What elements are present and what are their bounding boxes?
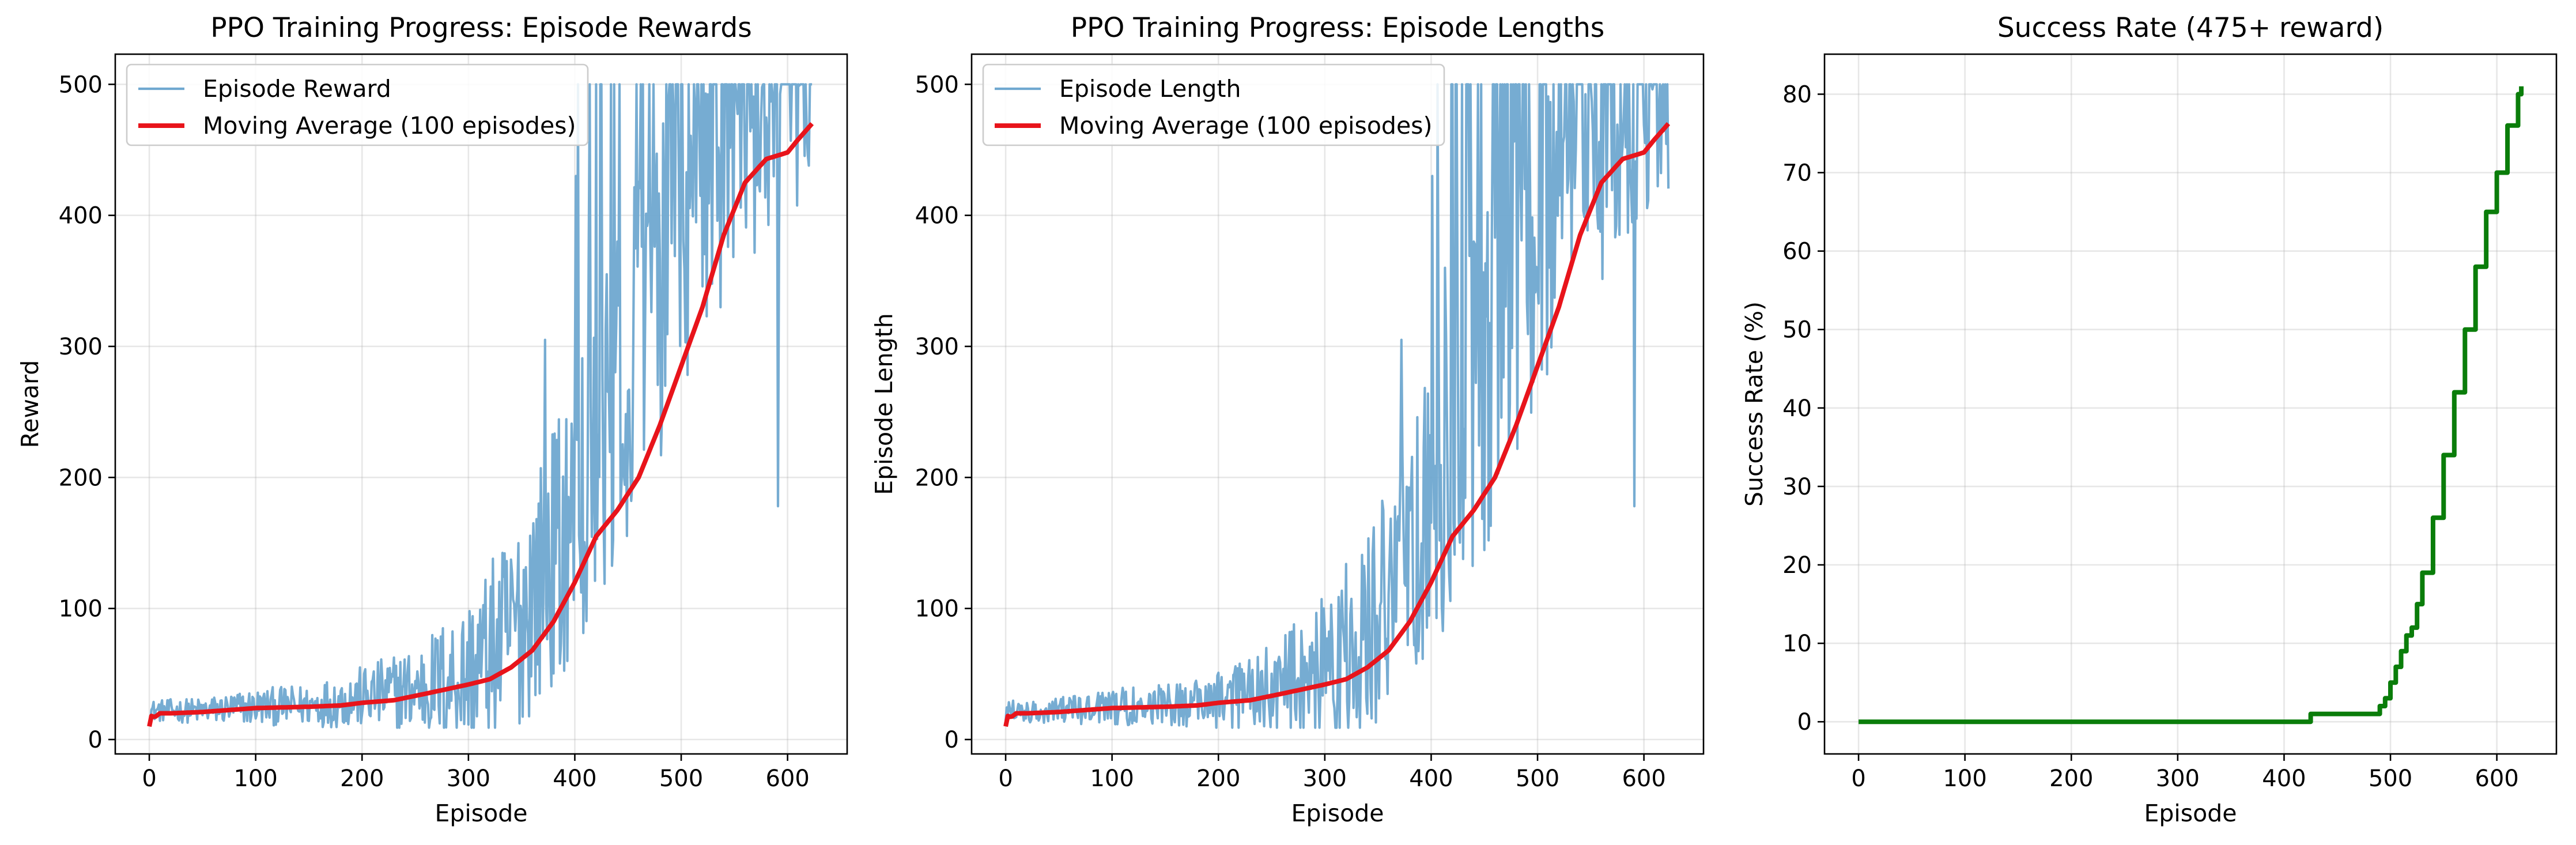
y-tick-label: 0 (1797, 709, 1812, 735)
x-tick-label: 300 (1303, 765, 1347, 792)
x-tick-label: 200 (2049, 765, 2093, 792)
chart-title: PPO Training Progress: Episode Rewards (210, 12, 751, 44)
x-tick-label: 600 (2475, 765, 2518, 792)
legend-entry: Moving Average (100 episodes) (203, 112, 576, 139)
x-tick-label: 100 (233, 765, 277, 792)
y-tick-label: 500 (915, 71, 959, 98)
y-tick-label: 500 (59, 71, 103, 98)
legend: Episode Length Moving Average (100 episod… (982, 63, 1445, 146)
x-tick-label: 400 (553, 765, 596, 792)
panel-success-rate: 0 100 200 300 400 500 600 0 10 20 30 40 50 60 70 80 Suc… (1740, 12, 2558, 827)
plot-frame (970, 53, 1705, 755)
y-tick-label: 100 (59, 596, 103, 623)
chart-title: Success Rate (475+ reward) (1997, 12, 2384, 44)
legend-entry: Episode Length (1059, 75, 1241, 103)
x-tick-label: 500 (1516, 765, 1559, 792)
y-axis-label: Success Rate (%) (1740, 301, 1768, 507)
y-tick-label: 60 (1782, 239, 1812, 265)
panel-lengths: 0 100 200 300 400 500 600 0 100 200 300 400 500 PPO … (870, 12, 1705, 827)
y-tick-label: 0 (945, 727, 959, 753)
x-tick-label: 0 (142, 765, 156, 792)
legend: Episode Reward Moving Average (100 episod… (126, 63, 589, 146)
x-tick-label: 300 (447, 765, 490, 792)
y-tick-label: 200 (915, 465, 959, 491)
y-tick-label: 20 (1782, 552, 1812, 579)
x-tick-label: 500 (659, 765, 703, 792)
x-tick-label: 200 (340, 765, 384, 792)
y-tick-label: 70 (1782, 160, 1812, 187)
plot-frame (1823, 53, 2558, 755)
x-axis-label: Episode (2144, 799, 2237, 827)
y-tick-label: 300 (915, 334, 959, 360)
series-line-episode (149, 83, 813, 729)
y-tick-label: 400 (915, 203, 959, 229)
panel-rewards: 0 100 200 300 400 500 600 0 100 200 300 400 500 PPO … (16, 12, 848, 827)
series-line-success-rate (1859, 86, 2524, 725)
y-tick-label: 50 (1782, 317, 1812, 344)
series-line-episode (1004, 83, 1670, 729)
x-tick-label: 100 (1943, 765, 1986, 792)
x-axis-label: Episode (1291, 799, 1384, 827)
y-axis-label: Episode Length (870, 313, 898, 495)
legend-entry: Moving Average (100 episodes) (1059, 112, 1433, 139)
x-tick-label: 0 (1851, 765, 1865, 792)
y-tick-label: 200 (59, 465, 103, 491)
y-tick-label: 10 (1782, 631, 1812, 657)
y-tick-label: 100 (915, 596, 959, 623)
y-tick-label: 0 (88, 727, 103, 753)
legend-entry: Episode Reward (203, 75, 391, 103)
chart-title: PPO Training Progress: Episode Lengths (1071, 12, 1604, 44)
x-tick-label: 600 (1622, 765, 1665, 792)
x-tick-label: 300 (2156, 765, 2200, 792)
y-axis-label: Reward (16, 360, 44, 448)
legend-box (126, 63, 589, 146)
y-tick-label: 400 (59, 203, 103, 229)
legend-box (982, 63, 1445, 146)
series-line-moving-average (147, 122, 814, 727)
y-tick-label: 80 (1782, 81, 1812, 108)
x-tick-label: 400 (1409, 765, 1453, 792)
x-tick-label: 600 (765, 765, 809, 792)
x-tick-label: 400 (2262, 765, 2306, 792)
x-tick-label: 200 (1196, 765, 1240, 792)
x-tick-label: 100 (1090, 765, 1134, 792)
plot-frame (114, 53, 848, 755)
x-axis-label: Episode (435, 799, 527, 827)
x-tick-label: 500 (2369, 765, 2412, 792)
y-tick-label: 40 (1782, 395, 1812, 422)
series-line-moving-average (1003, 122, 1671, 727)
x-tick-label: 0 (998, 765, 1013, 792)
y-tick-label: 30 (1782, 474, 1812, 500)
y-tick-label: 300 (59, 334, 103, 360)
